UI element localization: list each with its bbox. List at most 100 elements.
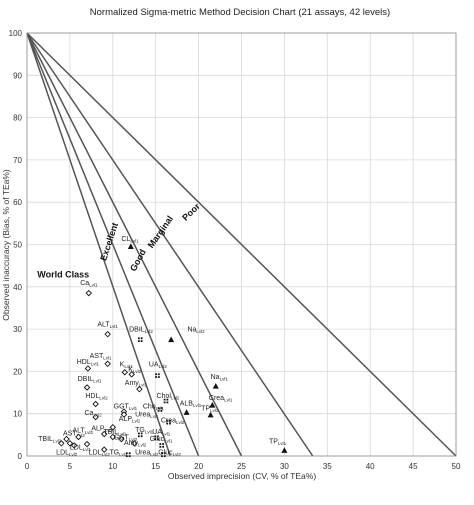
- point-marker: [281, 447, 288, 453]
- decision-line: [26, 32, 243, 457]
- point-label: HDLLvl1: [77, 359, 100, 367]
- point-marker-dot: [161, 455, 163, 458]
- x-tick-label: 30: [280, 462, 289, 471]
- decision-line: [26, 32, 171, 457]
- point-marker-dot: [163, 401, 166, 404]
- zone-label: Good: [128, 247, 148, 272]
- point-label: ALTLvl1: [97, 322, 118, 330]
- point-marker-dot: [166, 398, 169, 401]
- x-tick-label: 5: [68, 462, 73, 471]
- point-label: AmyLvl2: [124, 440, 147, 448]
- y-axis-label: Observed inaccuracy (Bias, % of TEa%): [1, 169, 11, 321]
- axes: 0 5 10 15 20 25 30 35 40 45 50 0 10 20 30 40 50 60 70 80 90 1…: [9, 29, 461, 471]
- point-label: GlucLvl2: [158, 449, 181, 457]
- point-label: UreaLvl2: [135, 449, 159, 457]
- point-marker-dot: [128, 452, 131, 455]
- point-label: DBILLvl1: [78, 376, 102, 384]
- point-label: HDLLvl2: [85, 393, 108, 401]
- x-tick-label: 10: [108, 462, 117, 471]
- point-marker-dot: [163, 452, 166, 455]
- point-label: TGLvl2: [109, 449, 127, 457]
- point-marker-dot: [157, 376, 160, 378]
- x-tick-label: 40: [366, 462, 375, 471]
- chart-title: Normalized Sigma-metric Method Decision …: [90, 7, 390, 18]
- point-marker-dot: [169, 422, 171, 425]
- point-marker-dot: [154, 435, 157, 438]
- point-marker: [159, 443, 165, 448]
- x-tick-label: 35: [323, 462, 332, 471]
- point-label: CreaLvl1: [209, 395, 233, 403]
- point-marker-dot: [162, 443, 165, 445]
- point-marker: [92, 400, 99, 408]
- point-marker-dot: [166, 422, 169, 425]
- point-marker-dot: [169, 419, 171, 422]
- point-marker-dot: [140, 432, 143, 435]
- point-marker-dot: [154, 438, 157, 441]
- point-marker: [212, 383, 219, 389]
- y-tick-label: 50: [13, 241, 22, 250]
- sigma-decision-lines: [26, 32, 457, 457]
- point-marker: [104, 330, 111, 338]
- point-label: CreaLvl2: [161, 418, 185, 426]
- point-label: LDLLvl1: [70, 445, 92, 453]
- point-marker: [131, 440, 138, 447]
- point-marker: [137, 337, 143, 342]
- point-marker: [154, 435, 159, 441]
- point-marker: [157, 407, 163, 412]
- point-marker: [163, 398, 169, 404]
- point-marker-dot: [128, 455, 131, 458]
- x-tick-label: 15: [151, 462, 160, 471]
- point-label: CholLvl2: [157, 393, 180, 401]
- point-marker-dot: [155, 373, 157, 376]
- point-marker-dot: [161, 452, 163, 455]
- point-marker-dot: [137, 337, 140, 340]
- point-marker-dot: [137, 340, 140, 342]
- point-marker-dot: [125, 452, 128, 455]
- point-label: TBILLvl2: [38, 436, 62, 444]
- x-axis-label: Observed imprecision (CV, % of TEa%): [168, 471, 317, 481]
- point-label: ALPLvl1: [119, 416, 141, 424]
- y-tick-label: 0: [18, 452, 23, 461]
- point-marker-dot: [125, 455, 128, 458]
- point-marker: [104, 360, 111, 368]
- point-marker-dot: [157, 409, 160, 412]
- point-label: KLvl2: [128, 366, 141, 374]
- point-marker: [100, 430, 108, 438]
- x-tick-label: 20: [194, 462, 203, 471]
- point-marker: [183, 409, 190, 415]
- point-label: AmyLvl1: [125, 380, 148, 388]
- point-label: LDLLvl2: [89, 449, 111, 457]
- point-marker-dot: [162, 445, 165, 448]
- y-tick-label: 30: [13, 325, 22, 334]
- point-marker-dot: [157, 373, 160, 376]
- point-marker-dot: [140, 435, 143, 438]
- point-label: NaLvl1: [211, 374, 229, 382]
- y-tick-label: 20: [13, 367, 22, 376]
- point-marker-dot: [137, 435, 140, 438]
- point-label: ALPLvl2: [91, 426, 113, 434]
- point-marker: [168, 336, 175, 343]
- point-marker: [127, 243, 134, 250]
- point-marker: [161, 452, 166, 458]
- point-marker-dot: [160, 407, 163, 409]
- point-label: ALTLvl2: [72, 427, 93, 435]
- point-label: ASTLvl1: [90, 353, 112, 361]
- point-marker-dot: [157, 435, 159, 438]
- decision-line: [26, 32, 457, 457]
- point-label: ALBLvl1: [180, 401, 202, 409]
- point-marker-dot: [163, 455, 166, 458]
- point-label: CaLvl1: [80, 280, 98, 288]
- point-marker: [121, 369, 129, 376]
- point-marker: [75, 433, 82, 441]
- point-marker: [137, 432, 143, 438]
- point-marker: [63, 435, 70, 443]
- point-marker: [70, 442, 78, 449]
- point-label: NaLvl2: [187, 327, 205, 335]
- y-tick-label: 90: [13, 71, 22, 80]
- point-marker-dot: [166, 419, 169, 422]
- y-tick-label: 70: [13, 156, 22, 165]
- point-marker-dot: [159, 443, 162, 445]
- point-label: GlucLvl1: [150, 436, 173, 444]
